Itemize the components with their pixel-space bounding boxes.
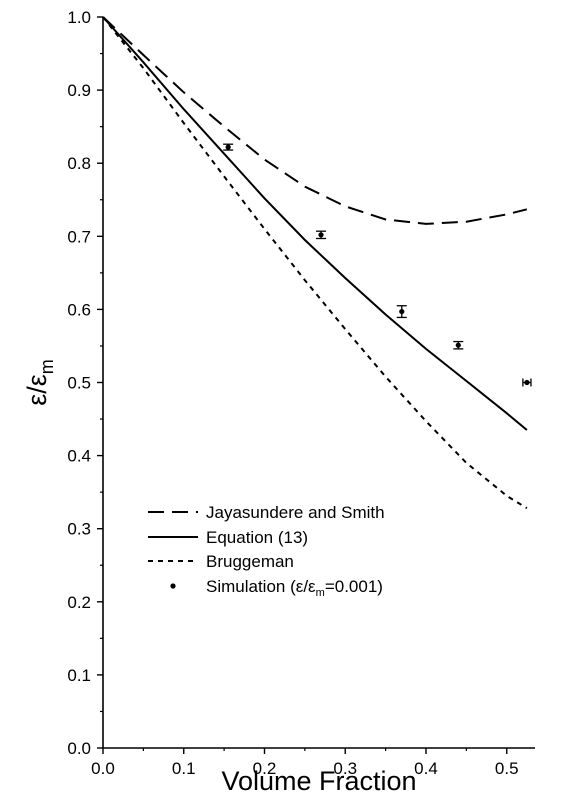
y-tick-label: 0.2 bbox=[67, 593, 91, 612]
legend-label: Simulation (ε/εm=0.001) bbox=[206, 577, 383, 599]
legend-label: Equation (13) bbox=[206, 528, 308, 547]
legend: Jayasundere and Smith Equation (13) Brugge… bbox=[148, 503, 385, 599]
x-tick-label: 0.3 bbox=[333, 759, 357, 778]
simulation-marker bbox=[399, 308, 405, 315]
simulation-point bbox=[223, 143, 234, 151]
simulation-marker bbox=[318, 232, 324, 238]
equation-13-line bbox=[102, 16, 528, 431]
legend-item: Equation (13) bbox=[148, 528, 308, 547]
y-tick-label: 0.6 bbox=[67, 300, 91, 319]
legend-label: Jayasundere and Smith bbox=[206, 503, 385, 522]
x-tick-label: 0.1 bbox=[172, 759, 196, 778]
simulation-marker bbox=[455, 342, 461, 348]
simulation-point bbox=[316, 230, 327, 240]
y-tick-label: 0.7 bbox=[67, 227, 91, 246]
simulation-marker bbox=[524, 379, 530, 386]
jayasundere-smith-line bbox=[102, 16, 528, 225]
axes: 0.0 0.1 0.2 0.3 0.4 0.5 0.6 0.7 0.8 0.9 1.0 0.0 0.1 0… bbox=[67, 8, 535, 778]
series-layer bbox=[102, 16, 532, 510]
legend-marker-simulation bbox=[170, 583, 176, 589]
y-tick-label: 1.0 bbox=[67, 8, 91, 27]
x-tick-label: 0.4 bbox=[414, 759, 438, 778]
y-tick-label: 0.3 bbox=[67, 520, 91, 539]
y-axis-title: ε/εm bbox=[22, 359, 57, 406]
y-tick-label: 0.8 bbox=[67, 154, 91, 173]
y-tick-label: 0.9 bbox=[67, 81, 91, 100]
y-tick-label: 0.5 bbox=[67, 374, 91, 393]
x-tick-label: 0.5 bbox=[495, 759, 519, 778]
x-tick-label: 0.0 bbox=[91, 759, 115, 778]
y-tick-label: 0.0 bbox=[67, 739, 91, 758]
x-tick-label: 0.2 bbox=[253, 759, 277, 778]
legend-label: Bruggeman bbox=[206, 552, 294, 571]
simulation-point bbox=[522, 378, 532, 387]
simulation-point bbox=[453, 340, 464, 350]
bruggeman-line bbox=[102, 16, 528, 510]
simulation-point bbox=[396, 305, 407, 319]
legend-item: Jayasundere and Smith bbox=[148, 503, 385, 522]
legend-item: Simulation (ε/εm=0.001) bbox=[170, 577, 383, 599]
legend-item: Bruggeman bbox=[148, 552, 294, 571]
y-tick-label: 0.4 bbox=[67, 447, 91, 466]
y-tick-label: 0.1 bbox=[67, 666, 91, 685]
simulation-marker bbox=[225, 144, 231, 150]
x-axis-title: Volume Fraction bbox=[221, 766, 416, 796]
